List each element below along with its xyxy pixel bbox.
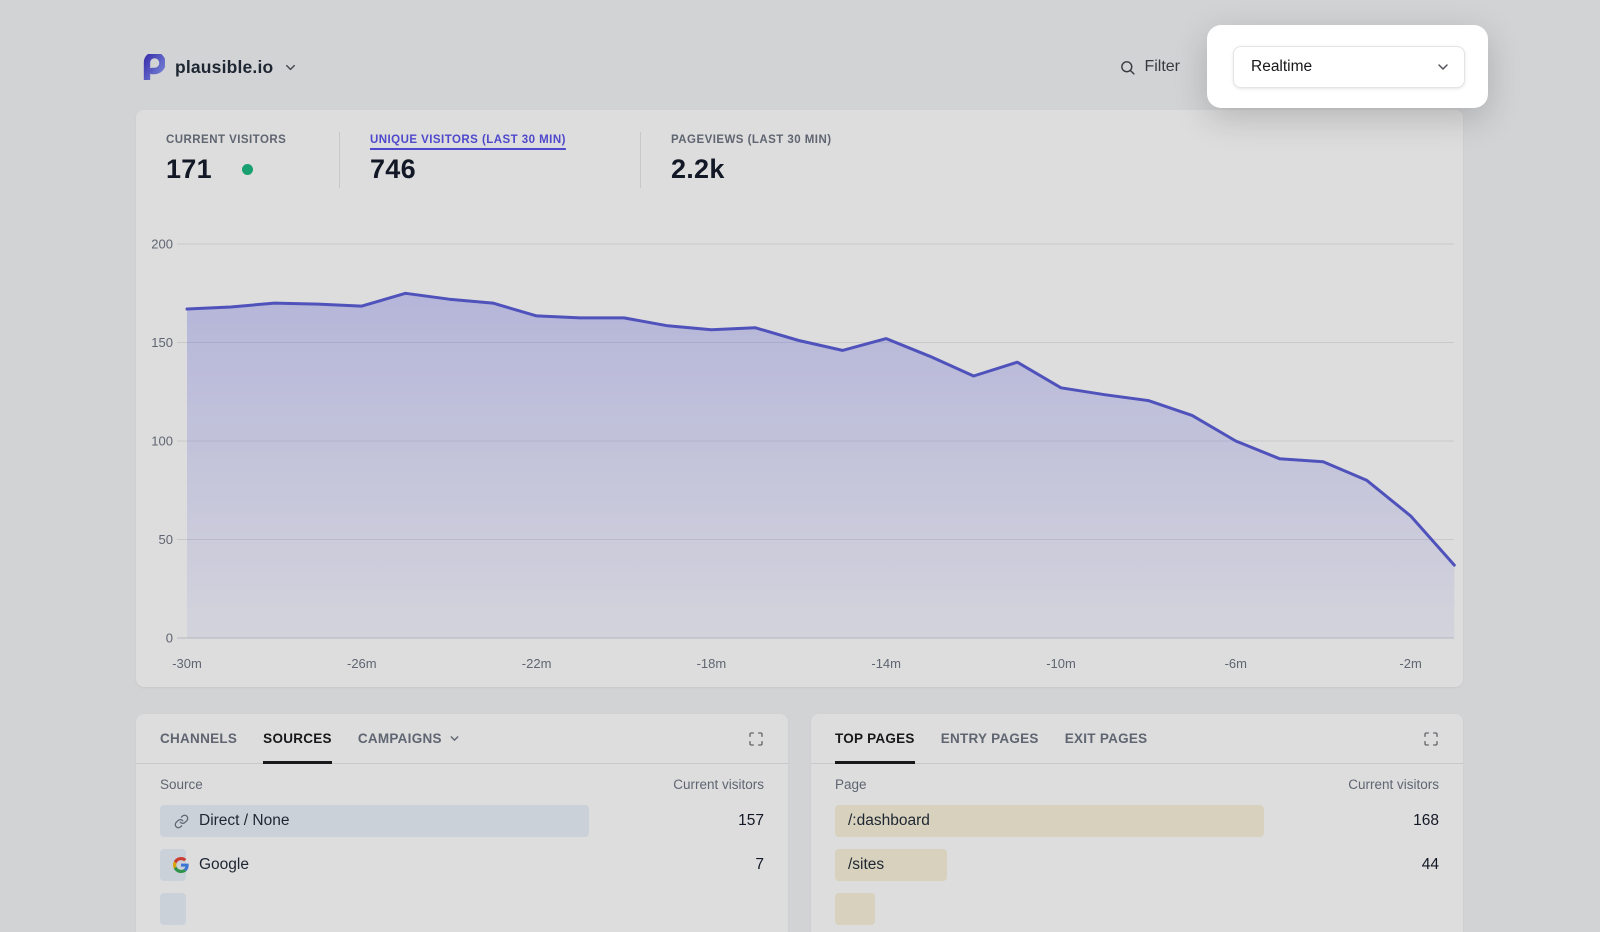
table-row[interactable]: Direct / None 157 [160, 805, 764, 837]
expand-panel-icon[interactable] [1423, 714, 1439, 763]
stat-divider [339, 132, 340, 188]
row-label: /sites [835, 856, 884, 874]
link-icon [173, 814, 189, 829]
row-value: 7 [755, 856, 764, 873]
tab-label: SOURCES [263, 731, 332, 746]
proportion-bar [835, 849, 948, 881]
row-label-text: /sites [848, 856, 885, 873]
row-label-text: Google [199, 856, 249, 873]
tab-label: CAMPAIGNS [357, 731, 442, 746]
tab-label: TOP PAGES [835, 731, 915, 746]
proportion-bar [160, 805, 589, 837]
proportion-bar [835, 893, 875, 925]
chevron-down-icon [283, 60, 298, 75]
stat-value: 2.2k [671, 154, 725, 184]
stat-value: 746 [370, 154, 416, 184]
row-label: /:dashboard [835, 812, 930, 830]
column-header-source: Source [160, 777, 203, 792]
tab-top-pages[interactable]: TOP PAGES [835, 714, 915, 764]
period-selector-value: Realtime [1251, 58, 1313, 75]
tab-channels[interactable]: CHANNELS [160, 714, 237, 764]
google-icon [173, 857, 189, 873]
row-label-text: Direct / None [199, 812, 290, 829]
table-row[interactable]: /:dashboard 168 [835, 805, 1439, 837]
proportion-bar [160, 893, 186, 925]
live-indicator-dot [241, 164, 253, 175]
row-label-text: /:dashboard [848, 812, 930, 829]
top-header: plausible.io Filter [0, 44, 1600, 90]
expand-panel-icon[interactable] [748, 714, 764, 763]
tab-label: EXIT PAGES [1064, 731, 1148, 746]
stat-value: 171 [166, 154, 212, 184]
sources-panel: CHANNELS SOURCES CAMPAIGNS Source Current … [136, 714, 788, 932]
chevron-down-icon [448, 732, 461, 745]
pages-panel: TOP PAGES ENTRY PAGES EXIT PAGES Page Curr… [811, 714, 1463, 932]
row-value: 44 [1421, 856, 1439, 873]
column-header-current-visitors: Current visitors [1348, 777, 1439, 792]
row-value: 168 [1413, 812, 1439, 829]
table-row[interactable]: /sites 44 [835, 849, 1439, 881]
column-header-current-visitors: Current visitors [673, 777, 764, 792]
table-row-partial [835, 893, 1439, 925]
proportion-bar [835, 805, 1264, 837]
site-switcher[interactable]: plausible.io [143, 44, 298, 90]
stat-unique-visitors[interactable]: UNIQUE VISITORS (LAST 30 MIN) 746 [370, 134, 566, 184]
stat-current-visitors[interactable]: CURRENT VISITORS 171 [166, 134, 287, 184]
sources-rows: Direct / None 157 Google 7 [136, 805, 788, 925]
table-row-partial [160, 893, 764, 925]
table-row[interactable]: Google 7 [160, 849, 764, 881]
row-label: Google [160, 856, 249, 874]
filter-button[interactable]: Filter [1119, 44, 1180, 90]
row-value: 157 [738, 812, 764, 829]
row-label: Direct / None [160, 812, 289, 830]
pages-tabs: TOP PAGES ENTRY PAGES EXIT PAGES [811, 714, 1463, 764]
tab-exit-pages[interactable]: EXIT PAGES [1065, 714, 1148, 764]
column-header-page: Page [835, 777, 867, 792]
stat-pageviews[interactable]: PAGEVIEWS (LAST 30 MIN) 2.2k [671, 134, 832, 184]
search-icon [1119, 59, 1136, 76]
tab-label: ENTRY PAGES [940, 731, 1039, 746]
filter-label: Filter [1144, 58, 1180, 75]
tab-label: CHANNELS [160, 731, 238, 746]
sources-tabs: CHANNELS SOURCES CAMPAIGNS [136, 714, 788, 764]
tab-entry-pages[interactable]: ENTRY PAGES [941, 714, 1039, 764]
pages-rows: /:dashboard 168/sites 44 [811, 805, 1463, 925]
tab-campaigns[interactable]: CAMPAIGNS [358, 714, 461, 764]
chevron-down-icon [1435, 59, 1451, 75]
tab-sources[interactable]: SOURCES [263, 714, 332, 764]
site-name: plausible.io [175, 56, 274, 77]
period-selector-dropdown[interactable]: Realtime [1233, 46, 1465, 88]
plausible-logo-icon [143, 54, 165, 80]
stat-divider [640, 132, 641, 188]
realtime-spotlight-card: Realtime [1207, 25, 1488, 108]
